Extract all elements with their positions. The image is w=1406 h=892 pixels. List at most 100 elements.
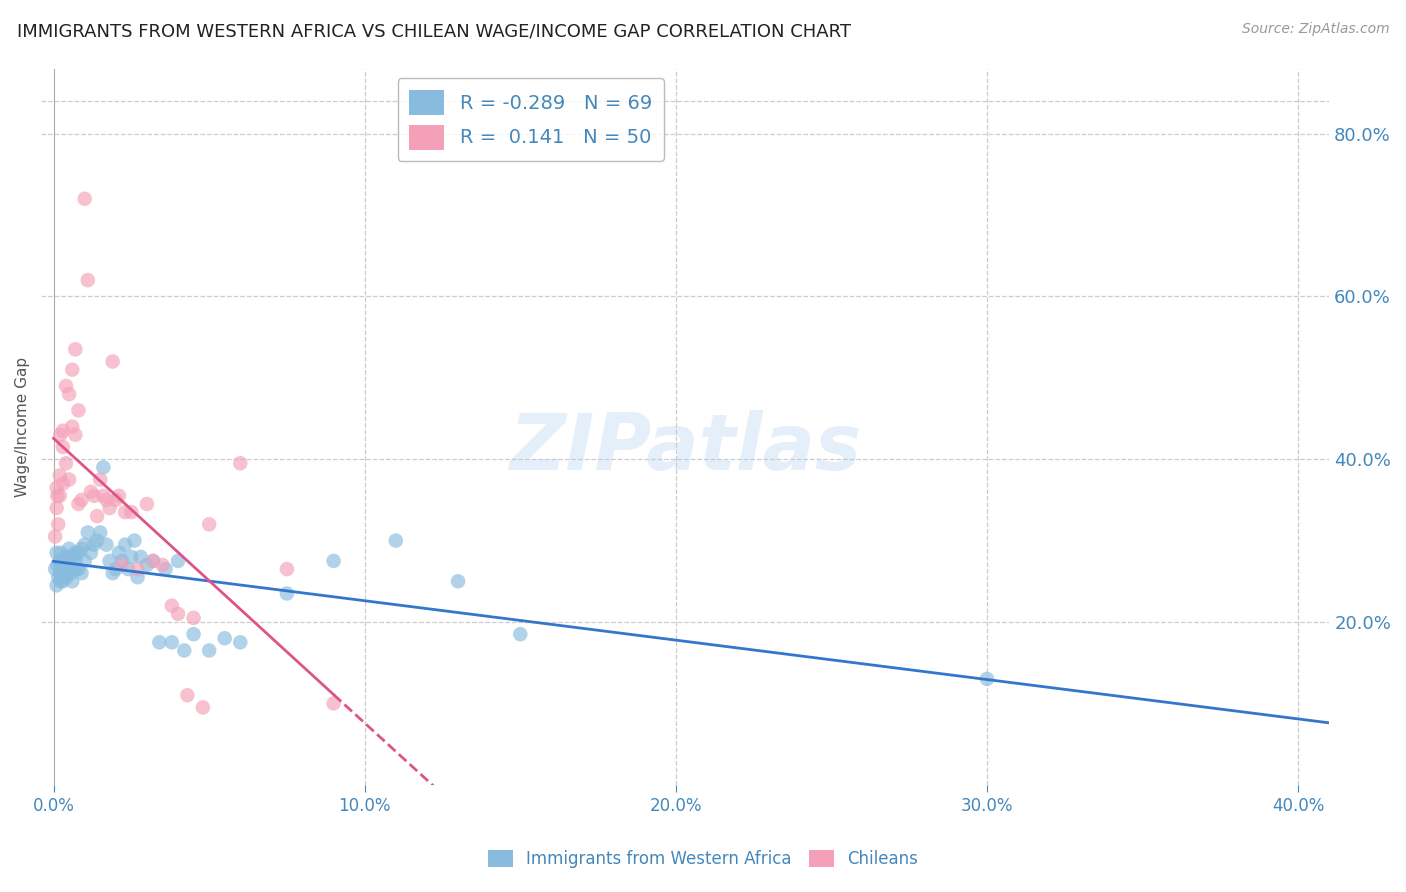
Point — [52, 574, 75, 589]
Point — [51, 546, 73, 560]
Point — [198, 643, 221, 657]
Point — [96, 538, 118, 552]
Point — [49, 566, 72, 581]
Point — [98, 554, 121, 568]
Point — [58, 387, 80, 401]
Point — [60, 362, 83, 376]
Point — [52, 476, 75, 491]
Point — [49, 468, 72, 483]
Point — [65, 546, 87, 560]
Point — [76, 525, 98, 540]
Point — [60, 419, 83, 434]
Point — [155, 562, 177, 576]
Point — [45, 578, 67, 592]
Text: ZIPatlas: ZIPatlas — [509, 410, 862, 486]
Point — [70, 541, 93, 556]
Point — [111, 558, 134, 572]
Point — [67, 497, 90, 511]
Point — [135, 497, 157, 511]
Legend: R = -0.289   N = 69, R =  0.141   N = 50: R = -0.289 N = 69, R = 0.141 N = 50 — [398, 78, 664, 161]
Point — [89, 473, 111, 487]
Point — [49, 574, 72, 589]
Point — [44, 562, 66, 576]
Point — [73, 554, 96, 568]
Point — [183, 627, 205, 641]
Point — [276, 562, 298, 576]
Point — [83, 489, 105, 503]
Point — [160, 599, 183, 613]
Point — [52, 424, 75, 438]
Point — [142, 554, 165, 568]
Text: Source: ZipAtlas.com: Source: ZipAtlas.com — [1241, 22, 1389, 37]
Point — [49, 427, 72, 442]
Point — [52, 440, 75, 454]
Point — [86, 509, 108, 524]
Point — [55, 570, 77, 584]
Point — [229, 456, 252, 470]
Point — [167, 607, 190, 621]
Point — [46, 489, 69, 503]
Point — [46, 558, 69, 572]
Point — [229, 635, 252, 649]
Point — [91, 460, 114, 475]
Point — [111, 554, 134, 568]
Point — [385, 533, 408, 548]
Point — [83, 538, 105, 552]
Point — [124, 533, 146, 548]
Point — [89, 525, 111, 540]
Point — [117, 562, 139, 576]
Point — [44, 529, 66, 543]
Point — [53, 554, 76, 568]
Point — [55, 549, 77, 564]
Legend: Immigrants from Western Africa, Chileans: Immigrants from Western Africa, Chileans — [481, 843, 925, 875]
Point — [59, 554, 82, 568]
Point — [60, 549, 83, 564]
Point — [55, 562, 77, 576]
Point — [148, 635, 170, 649]
Point — [120, 549, 142, 564]
Point — [114, 505, 136, 519]
Point — [167, 554, 190, 568]
Point — [46, 517, 69, 532]
Point — [214, 632, 236, 646]
Point — [152, 558, 174, 572]
Point — [59, 566, 82, 581]
Point — [86, 533, 108, 548]
Point — [322, 554, 344, 568]
Point — [176, 688, 198, 702]
Point — [127, 570, 149, 584]
Point — [70, 492, 93, 507]
Y-axis label: Wage/Income Gap: Wage/Income Gap — [15, 357, 30, 497]
Point — [135, 558, 157, 572]
Point — [80, 546, 103, 560]
Point — [45, 546, 67, 560]
Point — [173, 643, 195, 657]
Point — [55, 379, 77, 393]
Text: IMMIGRANTS FROM WESTERN AFRICA VS CHILEAN WAGE/INCOME GAP CORRELATION CHART: IMMIGRANTS FROM WESTERN AFRICA VS CHILEA… — [17, 22, 851, 40]
Point — [56, 558, 79, 572]
Point — [108, 546, 131, 560]
Point — [198, 517, 221, 532]
Point — [120, 505, 142, 519]
Point — [976, 672, 998, 686]
Point — [96, 492, 118, 507]
Point — [67, 403, 90, 417]
Point — [58, 562, 80, 576]
Point — [101, 354, 124, 368]
Point — [49, 554, 72, 568]
Point — [55, 456, 77, 470]
Point — [46, 570, 69, 584]
Point — [70, 566, 93, 581]
Point — [98, 501, 121, 516]
Point — [104, 492, 127, 507]
Point — [52, 562, 75, 576]
Point — [67, 562, 90, 576]
Point — [65, 343, 87, 357]
Point — [49, 489, 72, 503]
Point — [52, 570, 75, 584]
Point — [127, 562, 149, 576]
Point — [142, 554, 165, 568]
Point — [114, 538, 136, 552]
Point — [45, 501, 67, 516]
Point — [65, 554, 87, 568]
